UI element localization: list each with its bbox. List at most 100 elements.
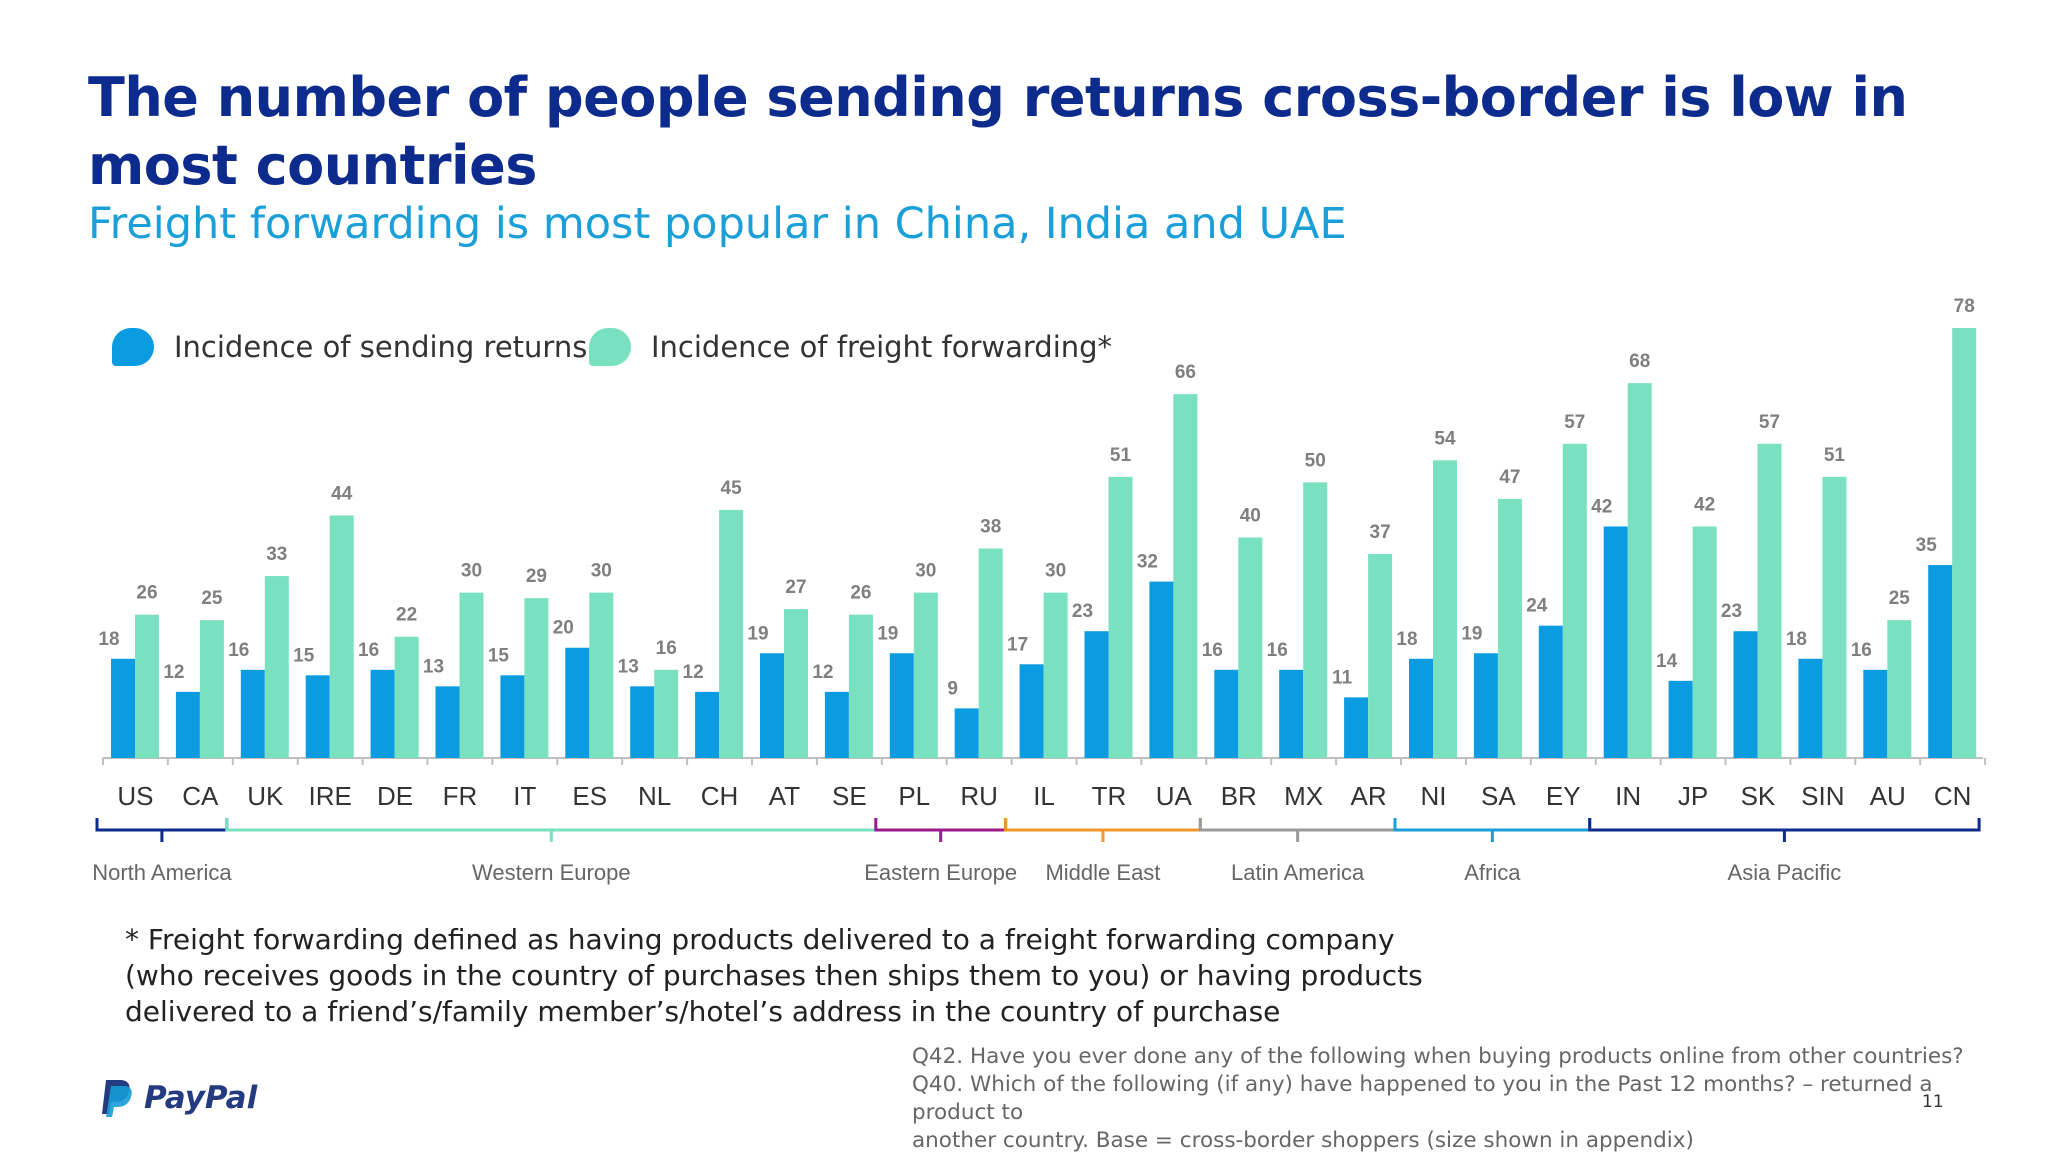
bar-returns	[305, 675, 330, 758]
data-label-returns: 23	[1721, 601, 1742, 622]
data-label-returns: 32	[1137, 552, 1158, 573]
data-label-returns: 13	[618, 656, 639, 677]
data-label-freight: 44	[331, 483, 353, 504]
data-label-returns: 16	[1851, 640, 1872, 661]
data-label-returns: 9	[947, 678, 958, 699]
region-label: North America	[92, 860, 232, 885]
region-bracket	[874, 818, 1008, 832]
category-label: MX	[1284, 781, 1323, 811]
legend-swatch-freight	[589, 328, 631, 366]
bar-freight	[1433, 460, 1457, 758]
data-label-freight: 57	[1564, 412, 1585, 433]
bar-freight	[719, 509, 744, 758]
data-label-freight: 42	[1694, 494, 1715, 515]
bar-returns	[435, 686, 460, 758]
legend-swatch-returns	[112, 328, 154, 366]
category-label: CH	[701, 781, 739, 811]
data-label-returns: 15	[488, 645, 510, 666]
bar-returns	[1409, 658, 1433, 758]
question-note: Q42. Have you ever done any of the follo…	[912, 1043, 2022, 1152]
region-bracket	[1588, 818, 1981, 832]
data-label-freight: 26	[136, 583, 157, 604]
data-label-freight: 51	[1110, 445, 1132, 466]
category-label: IN	[1615, 781, 1641, 811]
bar-returns	[1344, 697, 1369, 758]
question-note-line: Q42. Have you ever done any of the follo…	[912, 1044, 1964, 1069]
legend-label-returns: Incidence of sending returns	[174, 330, 588, 364]
data-label-returns: 12	[812, 662, 833, 683]
bar-returns	[240, 669, 265, 758]
bar-returns	[630, 686, 655, 758]
bar-returns	[1603, 526, 1628, 758]
data-label-freight: 16	[656, 638, 677, 659]
data-label-freight: 54	[1434, 428, 1456, 449]
data-label-freight: 45	[721, 478, 743, 499]
category-label: TR	[1092, 781, 1127, 811]
bar-freight	[1757, 443, 1782, 758]
category-label: AT	[769, 781, 800, 811]
legend-item-returns: Incidence of sending returns	[112, 328, 587, 366]
question-note-line: Q40. Which of the following (if any) hav…	[912, 1072, 1933, 1125]
category-label: AU	[1870, 781, 1906, 811]
data-label-freight: 78	[1954, 296, 1975, 317]
data-label-returns: 15	[293, 645, 315, 666]
data-label-freight: 57	[1759, 412, 1780, 433]
bar-freight	[329, 515, 354, 758]
region-bracket	[95, 818, 229, 832]
legend-label-freight: Incidence of freight forwarding*	[651, 330, 1113, 364]
data-label-freight: 51	[1824, 445, 1846, 466]
bar-freight	[524, 598, 549, 758]
bar-freight	[1238, 537, 1263, 758]
bar-returns	[1149, 581, 1174, 758]
bar-returns	[500, 675, 525, 758]
data-label-returns: 16	[228, 640, 249, 661]
category-label: SE	[832, 781, 867, 811]
bar-returns	[370, 669, 395, 758]
category-label: AR	[1350, 781, 1386, 811]
bar-freight	[784, 609, 808, 758]
data-label-returns: 24	[1526, 596, 1548, 617]
bar-returns	[1928, 565, 1953, 758]
data-label-returns: 16	[1202, 640, 1223, 661]
data-label-returns: 16	[358, 640, 379, 661]
bar-returns	[760, 653, 784, 758]
data-label-freight: 22	[396, 605, 417, 626]
bar-freight	[135, 614, 159, 758]
data-label-freight: 37	[1370, 522, 1391, 543]
bar-returns	[1733, 631, 1758, 758]
category-label: FR	[443, 781, 478, 811]
data-label-returns: 13	[423, 656, 444, 677]
data-label-freight: 30	[591, 561, 612, 582]
data-label-freight: 50	[1305, 450, 1326, 471]
region-bracket	[1198, 818, 1397, 832]
data-label-freight: 29	[526, 566, 547, 587]
bar-returns	[565, 647, 590, 758]
bar-freight	[459, 592, 484, 758]
data-label-freight: 38	[980, 517, 1001, 538]
paypal-wordmark: PayPal	[144, 1080, 258, 1116]
bar-returns	[1538, 625, 1563, 758]
data-label-returns: 20	[553, 618, 574, 639]
category-label: SK	[1741, 781, 1776, 811]
bar-freight	[654, 669, 679, 758]
data-label-freight: 66	[1175, 362, 1196, 383]
category-label: US	[117, 781, 153, 811]
bar-freight	[199, 620, 224, 758]
category-label: CA	[182, 781, 219, 811]
bar-freight	[1368, 554, 1393, 758]
page-title: The number of people sending returns cro…	[88, 66, 1908, 197]
data-label-returns: 23	[1072, 601, 1093, 622]
data-label-returns: 12	[683, 662, 704, 683]
bar-returns	[1084, 631, 1109, 758]
bar-freight	[1627, 383, 1652, 758]
bar-freight	[1173, 394, 1198, 758]
paypal-p-icon	[102, 1080, 132, 1117]
bar-freight	[1043, 592, 1068, 758]
region-label: Latin America	[1231, 860, 1365, 885]
data-label-returns: 19	[877, 623, 898, 644]
bar-returns	[695, 691, 720, 758]
bar-freight	[589, 592, 614, 758]
category-label: IL	[1033, 781, 1055, 811]
data-label-freight: 25	[201, 588, 223, 609]
bar-returns	[1279, 669, 1304, 758]
